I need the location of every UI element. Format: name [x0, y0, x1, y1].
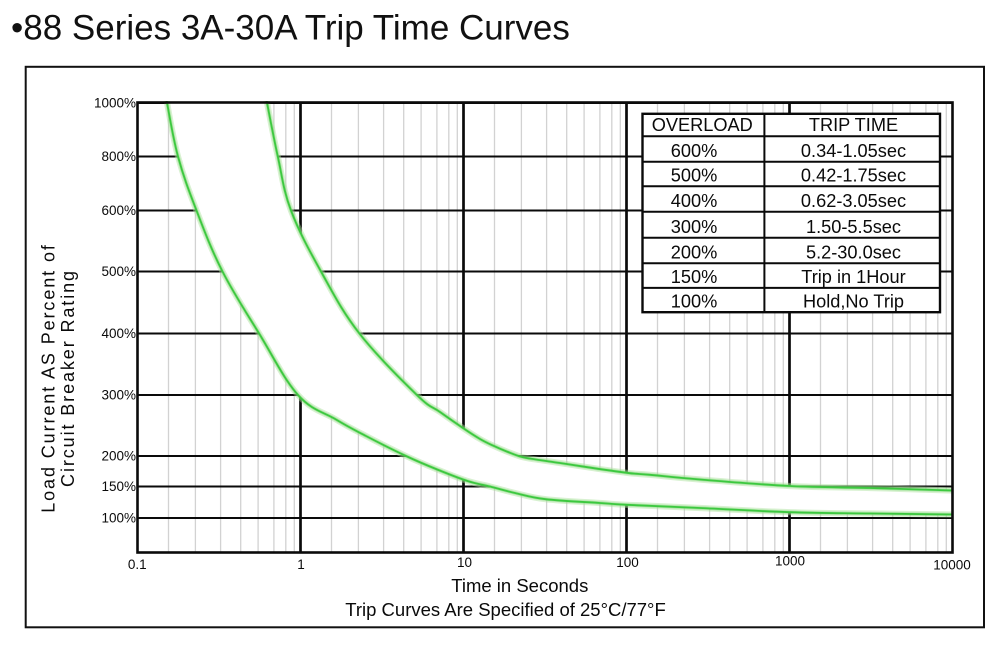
- svg-text:150%: 150%: [101, 479, 136, 494]
- svg-text:800%: 800%: [101, 149, 136, 164]
- svg-text:0.42-1.75sec: 0.42-1.75sec: [801, 166, 906, 186]
- svg-text:Circuit Breaker Rating: Circuit Breaker Rating: [58, 269, 78, 487]
- svg-text:600%: 600%: [671, 141, 718, 161]
- svg-text:100: 100: [616, 555, 639, 570]
- svg-text:0.34-1.05sec: 0.34-1.05sec: [801, 141, 906, 161]
- svg-text:400%: 400%: [671, 191, 718, 211]
- svg-text:200%: 200%: [101, 448, 136, 463]
- svg-text:•88 Series 3A-30A Trip Time Cu: •88 Series 3A-30A Trip Time Curves: [11, 9, 570, 48]
- svg-text:500%: 500%: [671, 166, 718, 186]
- svg-text:TRIP TIME: TRIP TIME: [809, 115, 898, 135]
- svg-text:1000: 1000: [775, 554, 805, 569]
- svg-text:10000: 10000: [933, 558, 971, 573]
- svg-text:300%: 300%: [101, 387, 136, 402]
- svg-text:100%: 100%: [101, 510, 136, 525]
- svg-text:0.1: 0.1: [128, 557, 147, 572]
- svg-text:400%: 400%: [101, 326, 136, 341]
- svg-text:200%: 200%: [671, 243, 718, 263]
- svg-text:Trip in 1Hour: Trip in 1Hour: [801, 267, 905, 287]
- svg-text:Trip Curves Are Specified of 2: Trip Curves Are Specified of 25°C/77°F: [345, 599, 666, 620]
- svg-text:Load Current AS Percent of: Load Current AS Percent of: [39, 243, 59, 513]
- svg-text:Time in Seconds: Time in Seconds: [451, 575, 588, 596]
- svg-text:0.62-3.05sec: 0.62-3.05sec: [801, 191, 906, 211]
- svg-text:Hold,No Trip: Hold,No Trip: [803, 292, 904, 312]
- svg-text:1000%: 1000%: [94, 95, 136, 110]
- svg-text:150%: 150%: [671, 267, 718, 287]
- svg-text:100%: 100%: [671, 292, 718, 312]
- svg-text:10: 10: [457, 555, 472, 570]
- svg-text:300%: 300%: [671, 217, 718, 237]
- svg-text:5.2-30.0sec: 5.2-30.0sec: [806, 243, 901, 263]
- svg-text:1: 1: [297, 557, 305, 572]
- svg-text:1.50-5.5sec: 1.50-5.5sec: [806, 217, 901, 237]
- svg-text:600%: 600%: [101, 203, 136, 218]
- svg-text:500%: 500%: [101, 264, 136, 279]
- svg-text:OVERLOAD: OVERLOAD: [652, 115, 753, 135]
